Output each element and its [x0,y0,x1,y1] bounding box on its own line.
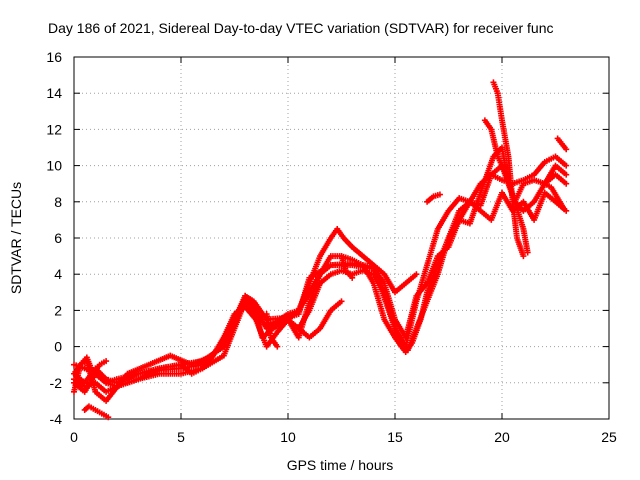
data-point [563,146,570,153]
series-segment-j [541,180,568,213]
y-tick-label: 4 [54,266,62,282]
series-segment-d [295,298,345,341]
data-point [338,298,345,305]
y-tick-label: -4 [50,411,63,427]
series-track-5 [71,225,420,395]
x-tick-label: 15 [387,429,403,445]
y-tick-label: 10 [46,158,62,174]
series-segment-f [424,191,443,205]
data-point [563,162,570,169]
y-tick-label: 12 [46,121,62,137]
x-tick-label: 5 [177,429,185,445]
x-tick-label: 10 [280,429,296,445]
y-tick-labels: -4 -2 0 2 4 6 8 10 12 14 16 [46,49,62,427]
data-point [520,253,527,260]
y-tick-label: 0 [54,339,62,355]
series-segment-a [81,403,112,421]
axis-ticks [73,56,610,420]
y-tick-label: 16 [46,49,62,65]
y-tick-label: -2 [50,375,63,391]
y-tick-label: 2 [54,302,62,318]
data-point [274,343,281,350]
x-tick-label: 0 [70,429,78,445]
data-point [563,180,570,187]
data-point [349,274,356,281]
chart-title: Day 186 of 2021, Sidereal Day-to-day VTE… [48,20,554,36]
y-tick-label: 6 [54,230,62,246]
data-point [436,191,443,198]
x-tick-label: 20 [494,429,510,445]
data-point [524,249,531,256]
y-tick-label: 8 [54,194,62,210]
y-axis-label: SDTVAR / TECUs [8,182,24,294]
series-segment-c [263,311,281,350]
series-segment-i [554,135,570,153]
y-tick-label: 14 [46,85,62,101]
series-segment-h [481,117,531,256]
data-point [105,414,112,421]
x-tick-labels: 0 5 10 15 20 25 [70,429,617,445]
series-segment-b [71,354,110,377]
data-point [413,271,420,278]
data-point [561,206,568,213]
x-axis-label: GPS time / hours [287,457,394,473]
x-tick-label: 25 [601,429,617,445]
data-series [71,79,570,421]
data-point [563,171,570,178]
data-point [103,358,110,365]
series-segment-e [338,253,356,281]
